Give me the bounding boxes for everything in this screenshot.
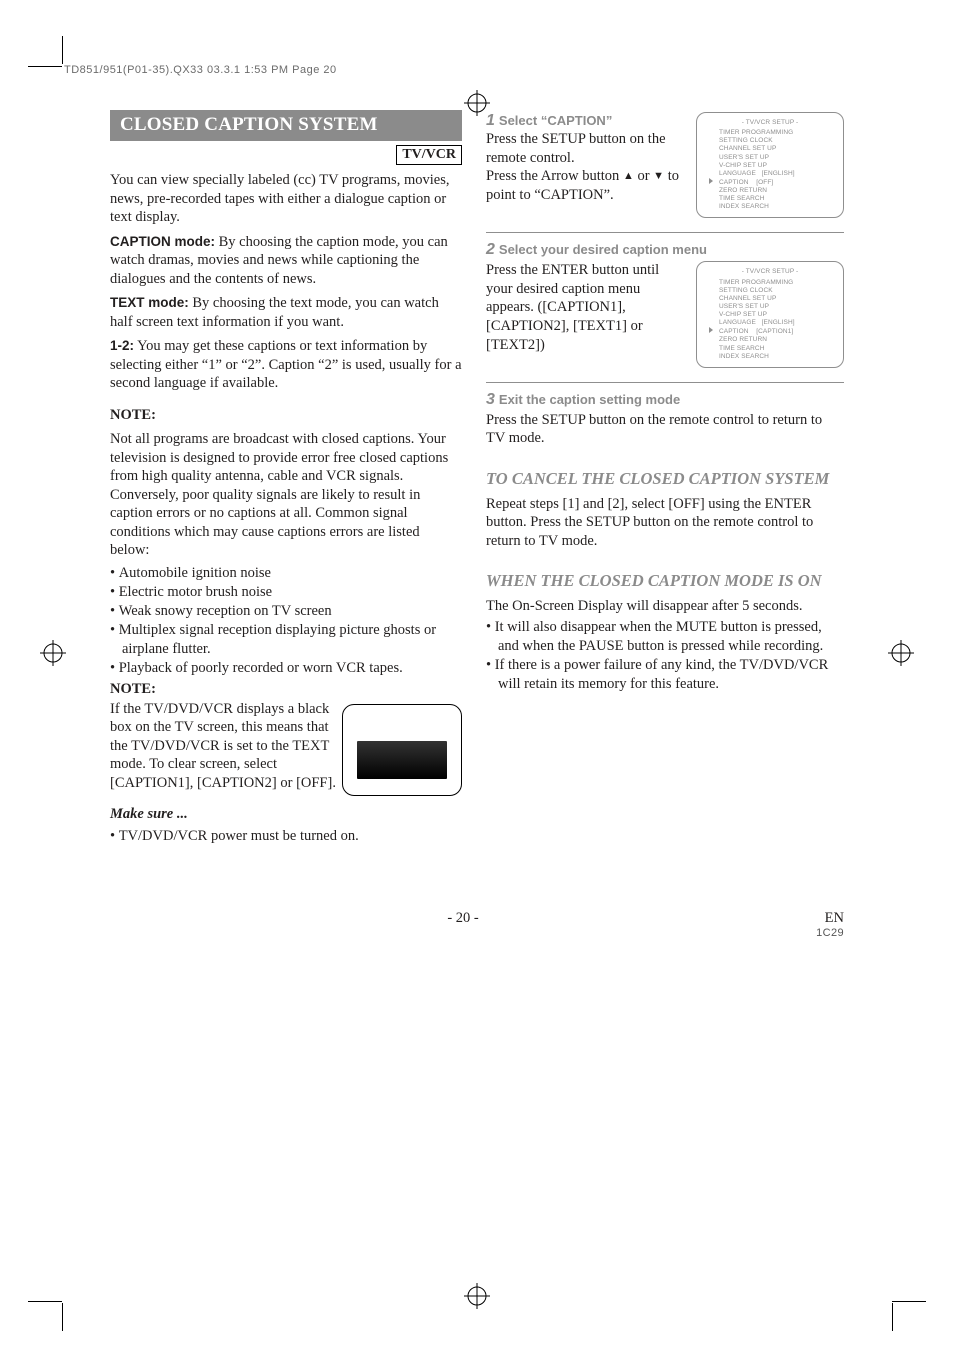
cancel-body: Repeat steps [1] and [2], select [OFF] u… [486, 495, 844, 551]
step-1-text-2: Press the Arrow button ▲ or ▼ to point t… [486, 167, 686, 204]
osd-line: INDEX SEARCH [705, 203, 835, 211]
list-item: It will also disappear when the MUTE but… [486, 618, 844, 656]
section-title: CLOSED CAPTION SYSTEM [110, 110, 462, 141]
note-heading: NOTE: [110, 407, 462, 424]
list-item: Playback of poorly recorded or worn VCR … [110, 659, 462, 678]
osd-line: TIMER PROGRAMMING [705, 279, 835, 287]
osd-line: TIMER PROGRAMMING [705, 129, 835, 137]
note2-heading: NOTE: [110, 681, 462, 698]
page-number: - 20 - [447, 910, 478, 939]
left-column: CLOSED CAPTION SYSTEM TV/VCR You can vie… [110, 110, 462, 846]
step-label: Select “CAPTION” [499, 113, 612, 128]
when-on-list: It will also disappear when the MUTE but… [486, 618, 844, 695]
when-on-body: The On-Screen Display will disappear aft… [486, 597, 844, 616]
osd-line: USER'S SET UP [705, 303, 835, 311]
registration-mark-icon [888, 640, 914, 666]
osd-line: V-CHIP SET UP [705, 162, 835, 170]
make-sure-list: TV/DVD/VCR power must be turned on. [110, 827, 462, 846]
osd-line: V-CHIP SET UP [705, 311, 835, 319]
step-2: 2 Select your desired caption menu Press … [486, 241, 844, 367]
osd-line: CHANNEL SET UP [705, 145, 835, 153]
osd-line: SETTING CLOCK [705, 137, 835, 145]
osd-line: INDEX SEARCH [705, 353, 835, 361]
list-item: Automobile ignition noise [110, 564, 462, 583]
one-two-label: 1-2: [110, 338, 134, 353]
step-1-text-1: Press the SETUP button on the remote con… [486, 130, 686, 167]
osd-menu-figure: - TV/VCR SETUP - TIMER PROGRAMMING SETTI… [696, 112, 844, 218]
osd-line: ZERO RETURN [705, 187, 835, 195]
osd-line: ZERO RETURN [705, 336, 835, 344]
crop-mark [62, 1303, 63, 1331]
step-2-text: Press the ENTER button until your desire… [486, 261, 686, 354]
list-item: Weak snowy reception on TV screen [110, 602, 462, 621]
registration-mark-icon [464, 1283, 490, 1309]
osd-title: - TV/VCR SETUP - [705, 268, 835, 276]
step-1: 1 Select “CAPTION” Press the SETUP button… [486, 112, 844, 218]
list-item: TV/DVD/VCR power must be turned on. [110, 827, 462, 846]
caption-mode-label: CAPTION mode: [110, 234, 215, 249]
text-mode-paragraph: TEXT mode: By choosing the text mode, yo… [110, 294, 462, 331]
osd-line: TIME SEARCH [705, 345, 835, 353]
mode-badge: TV/VCR [396, 145, 462, 165]
black-box-icon [357, 741, 447, 779]
step-3-text: Press the SETUP button on the remote con… [486, 411, 844, 448]
crop-mark [62, 36, 63, 64]
one-two-paragraph: 1-2: You may get these captions or text … [110, 337, 462, 393]
when-on-heading: WHEN THE CLOSED CAPTION MODE IS ON [486, 572, 844, 591]
print-header-strip: TD851/951(P01-35).QX33 03.3.1 1:53 PM Pa… [64, 64, 337, 76]
step-number: 1 [486, 112, 495, 129]
osd-line: LANGUAGE [ENGLISH] [705, 170, 835, 178]
osd-selected-line: CAPTION [CAPTION1] [705, 327, 835, 336]
osd-line: USER'S SET UP [705, 154, 835, 162]
osd-line: SETTING CLOCK [705, 287, 835, 295]
error-causes-list: Automobile ignition noise Electric motor… [110, 564, 462, 679]
step-label: Exit the caption setting mode [499, 392, 680, 407]
divider [486, 232, 844, 233]
crop-mark [892, 1301, 926, 1302]
cancel-heading: TO CANCEL THE CLOSED CAPTION SYSTEM [486, 470, 844, 489]
tv-screen-figure [342, 704, 462, 796]
osd-line: CHANNEL SET UP [705, 295, 835, 303]
right-column: 1 Select “CAPTION” Press the SETUP button… [486, 110, 844, 846]
arrow-up-icon: ▲ [623, 170, 634, 182]
divider [486, 382, 844, 383]
one-two-text: You may get these captions or text infor… [110, 338, 462, 391]
text-mode-label: TEXT mode: [110, 295, 189, 310]
arrow-down-icon: ▼ [653, 170, 664, 182]
osd-selected-line: CAPTION [OFF] [705, 178, 835, 187]
registration-mark-icon [40, 640, 66, 666]
crop-mark [28, 66, 62, 67]
list-item: If there is a power failure of any kind,… [486, 656, 844, 694]
footer-code: 1C29 [816, 927, 844, 939]
list-item: Multiplex signal reception displaying pi… [110, 621, 462, 659]
step-3: 3 Exit the caption setting mode Press the… [486, 391, 844, 448]
osd-title: - TV/VCR SETUP - [705, 119, 835, 127]
step-number: 2 [486, 241, 495, 258]
step-number: 3 [486, 391, 495, 408]
page-content: CLOSED CAPTION SYSTEM TV/VCR You can vie… [110, 110, 844, 939]
caption-mode-paragraph: CAPTION mode: By choosing the caption mo… [110, 233, 462, 289]
crop-mark [892, 1303, 893, 1331]
list-item: Electric motor brush noise [110, 583, 462, 602]
page-footer: - 20 - EN 1C29 [110, 910, 844, 939]
osd-line: LANGUAGE [ENGLISH] [705, 319, 835, 327]
make-sure-heading: Make sure ... [110, 806, 462, 823]
note-paragraph: Not all programs are broadcast with clos… [110, 430, 462, 560]
osd-line: TIME SEARCH [705, 195, 835, 203]
footer-lang: EN [816, 910, 844, 927]
step-label: Select your desired caption menu [499, 242, 707, 257]
intro-paragraph: You can view specially labeled (cc) TV p… [110, 171, 462, 227]
crop-mark [28, 1301, 62, 1302]
osd-menu-figure: - TV/VCR SETUP - TIMER PROGRAMMING SETTI… [696, 261, 844, 367]
